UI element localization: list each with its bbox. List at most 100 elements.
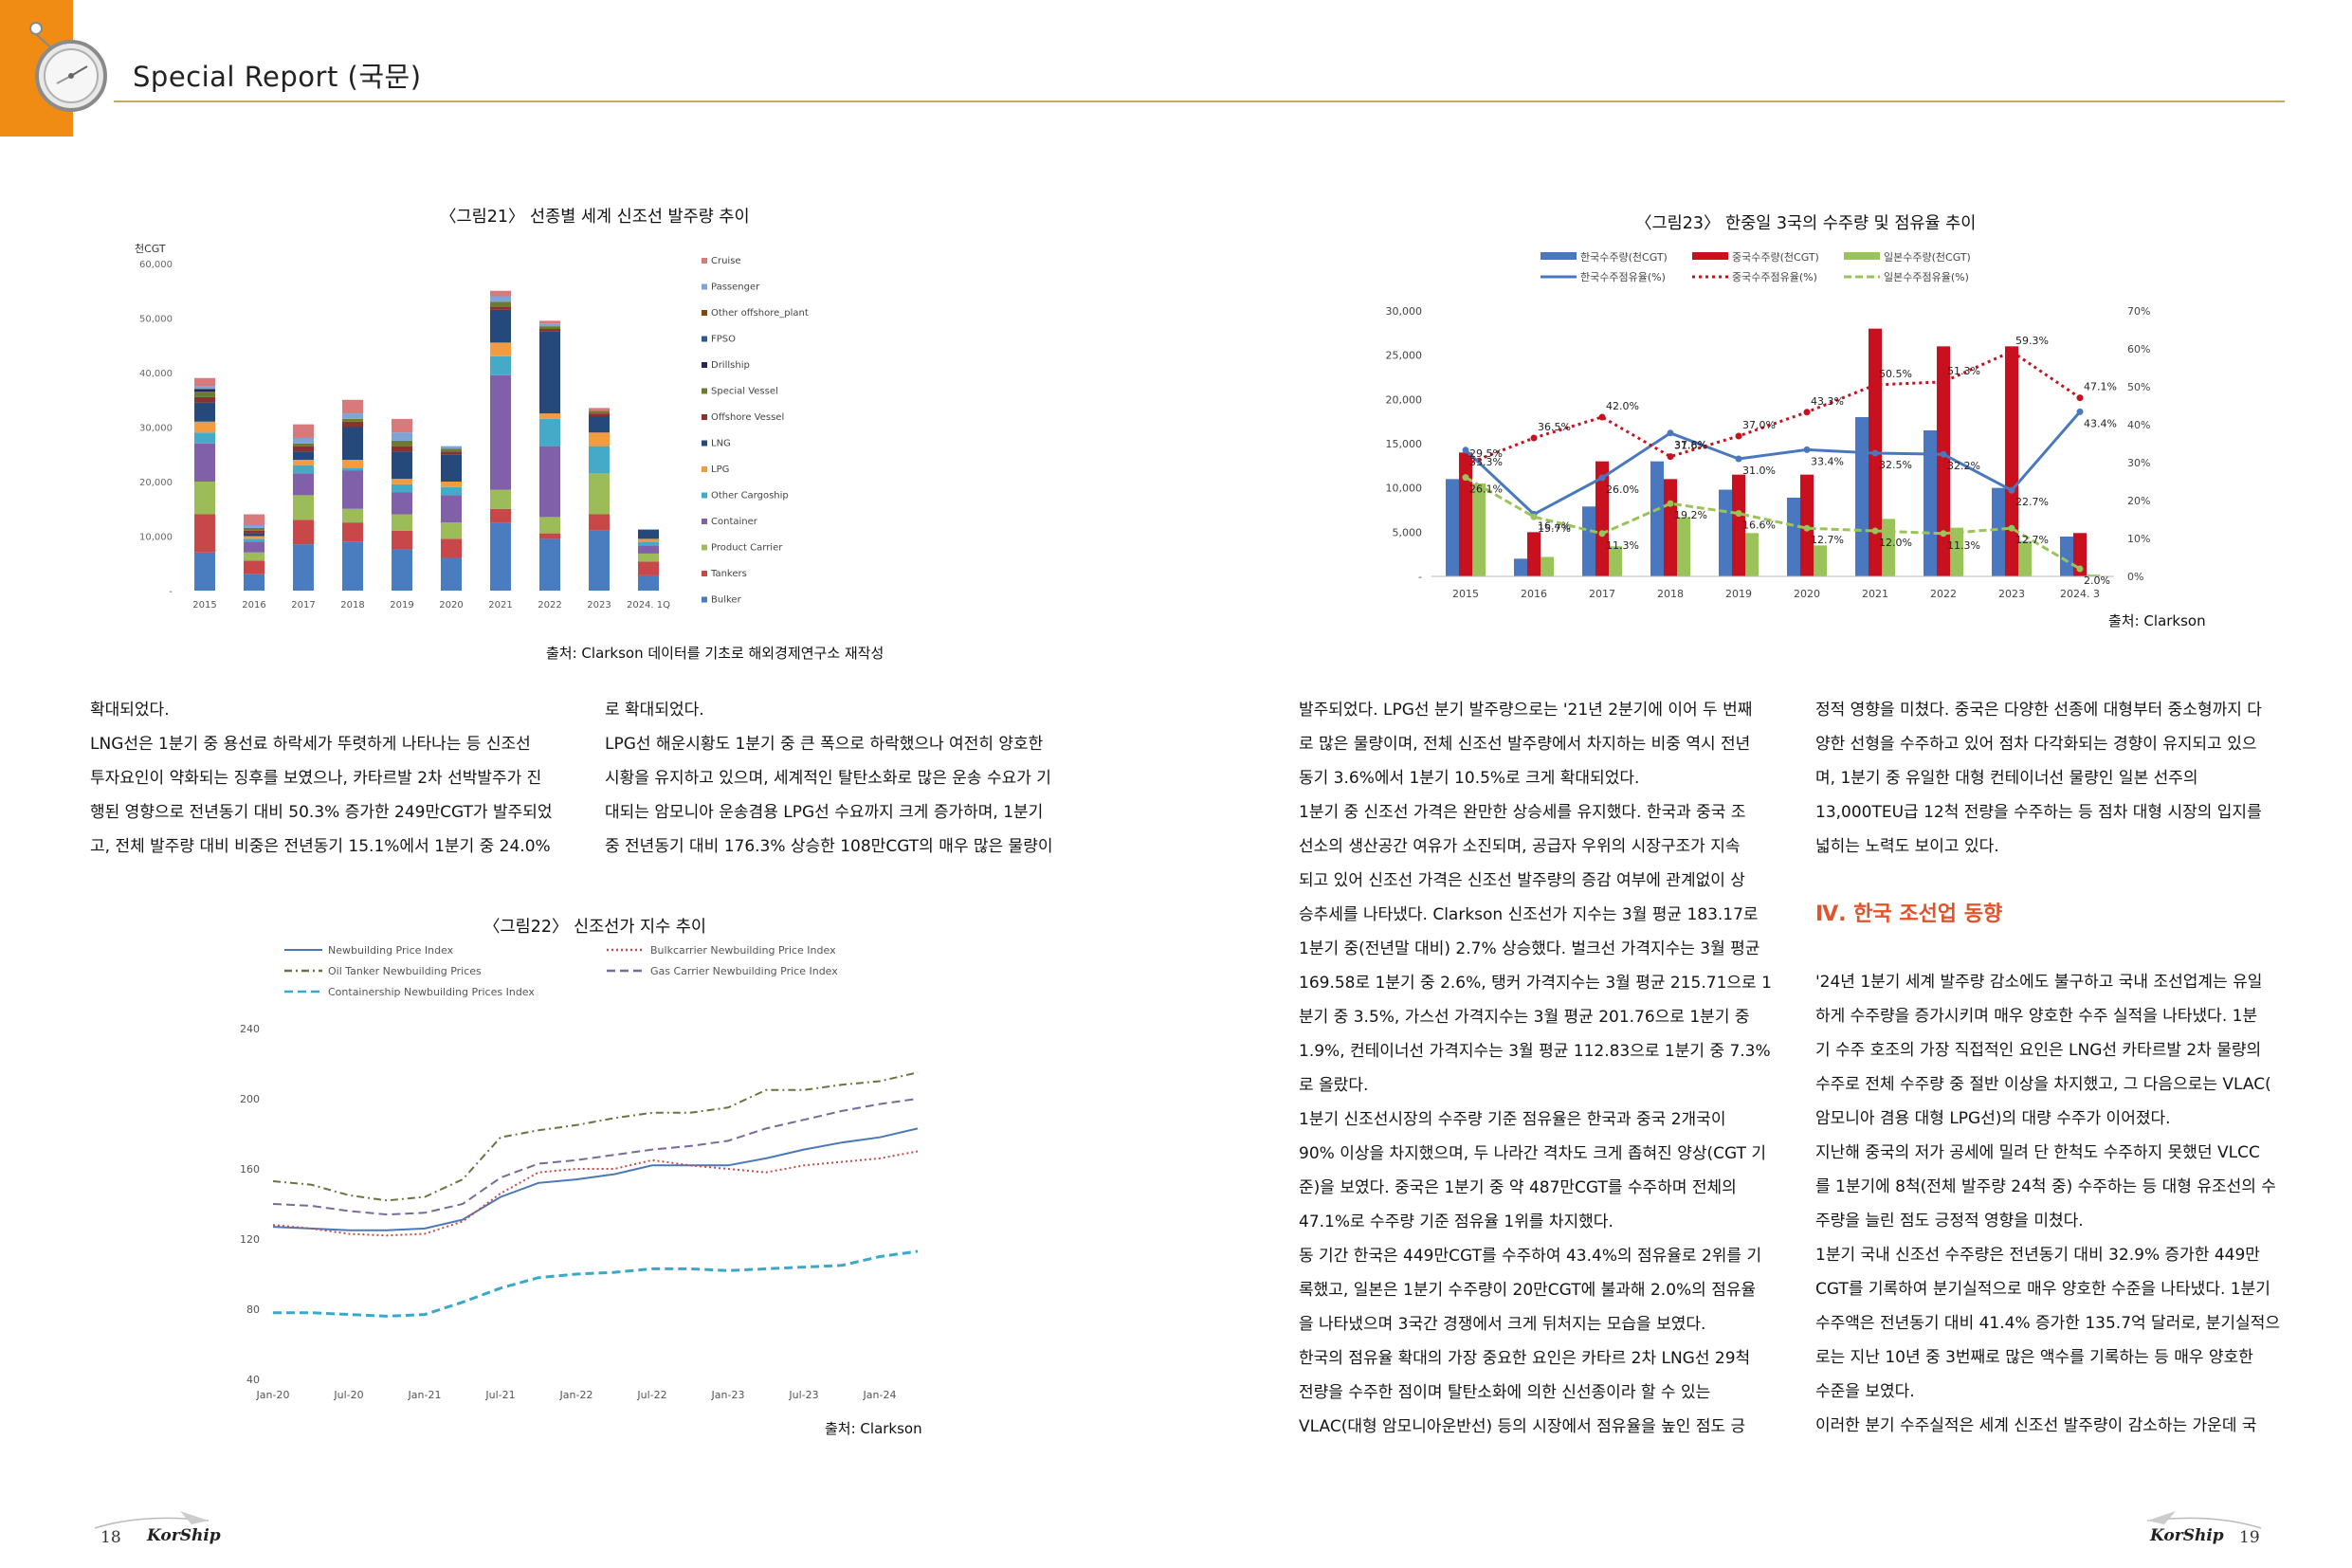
bar xyxy=(1855,417,1869,576)
bar-segment xyxy=(589,413,610,416)
bar-segment xyxy=(539,418,560,447)
text-line: 수주액은 전년동기 대비 41.4% 증가한 135.7억 달러로, 분기실적으 xyxy=(1815,1314,2280,1333)
bar-segment xyxy=(392,514,412,531)
bar-segment xyxy=(342,541,363,591)
share-data-label: 12.7% xyxy=(1811,534,1844,546)
share-line xyxy=(1464,410,2082,517)
x-tick-label: 2018 xyxy=(340,600,364,611)
bar-segment xyxy=(589,408,610,411)
y-tick-label: 200 xyxy=(240,1093,260,1105)
bar-segment xyxy=(638,545,659,554)
bar xyxy=(2005,346,2018,576)
share-data-label: 16.6% xyxy=(1742,520,1776,532)
share-marker xyxy=(1735,455,1742,463)
share-marker xyxy=(1871,527,1879,535)
legend-label: 한국수주점유율(%) xyxy=(1580,271,1666,283)
text-line: 되고 있어 신조선 가격은 신조선 발주량의 증감 여부에 관계없이 상 xyxy=(1299,871,1745,890)
legend-swatch xyxy=(702,492,707,499)
legend-swatch xyxy=(702,466,707,472)
x-tick-label: 2021 xyxy=(1862,588,1888,600)
bar xyxy=(1514,558,1527,576)
text-line: '24년 1분기 세계 발주량 감소에도 불구하고 국내 조선업계는 유일 xyxy=(1815,973,2263,992)
bar-segment xyxy=(490,309,511,343)
x-tick-label: 2023 xyxy=(587,600,611,611)
y2-tick-label: 30% xyxy=(2127,457,2150,469)
y-tick-label: 20,000 xyxy=(139,478,173,488)
x-tick-label: 2024. 3 xyxy=(2060,588,2100,600)
bar-segment xyxy=(392,530,412,550)
legend-label: Bulker xyxy=(711,595,742,606)
text-line: 며, 1분기 중 유일한 대형 컨테이너선 물량인 일본 선주의 xyxy=(1815,769,2198,788)
share-marker xyxy=(1462,474,1469,482)
bar-segment xyxy=(539,329,560,332)
x-tick-label: 2016 xyxy=(1521,588,1547,600)
bar-segment xyxy=(244,574,264,591)
text-line: CGT를 기록하여 분기실적으로 매우 양호한 수준을 나타냈다. 1분기 xyxy=(1815,1280,2270,1299)
bar-segment xyxy=(589,530,610,591)
share-line xyxy=(1465,476,2081,571)
legend-swatch xyxy=(702,596,707,603)
text-line: 고, 전체 발주량 대비 비중은 전년동기 15.1%에서 1분기 중 24.0… xyxy=(90,837,551,856)
series-line xyxy=(273,1249,919,1318)
text-line: 1분기 중(전년말 대비) 2.7% 상승했다. 벌크선 가격지수는 3월 평균 xyxy=(1299,939,1760,958)
bar-segment xyxy=(392,479,412,484)
x-tick-label: 2019 xyxy=(390,600,413,611)
share-marker xyxy=(2008,486,2015,494)
text-line: 정적 영향을 미쳤다. 중국은 다양한 선종에 대형부터 중소형까지 다 xyxy=(1815,701,2262,720)
y-tick-label: 5,000 xyxy=(1393,526,1423,538)
text-line: 암모니아 겸용 대형 LPG선)의 대량 수주가 이어졌다. xyxy=(1815,1109,2171,1128)
figure21-title: 〈그림21〉 선종별 세계 신조선 발주량 추이 xyxy=(440,208,750,227)
share-data-label: 43.4% xyxy=(2084,417,2117,429)
bar-segment xyxy=(441,448,462,452)
legend-swatch xyxy=(702,310,707,316)
y-axis-unit: 천CGT xyxy=(135,242,166,255)
bar-segment xyxy=(539,517,560,534)
y2-tick-label: 0% xyxy=(2127,571,2143,583)
bar xyxy=(1664,479,1677,576)
share-marker xyxy=(1598,530,1606,538)
bar-segment xyxy=(392,446,412,452)
bar xyxy=(2087,574,2100,576)
bar-segment xyxy=(244,560,264,574)
text-line: 로 올랐다. xyxy=(1299,1076,1369,1095)
legend-swatch xyxy=(702,440,707,447)
bar-segment xyxy=(392,483,412,493)
bar xyxy=(1992,487,2005,576)
bar-segment xyxy=(638,553,659,562)
share-marker xyxy=(1735,432,1742,440)
y-tick-label: 240 xyxy=(240,1023,260,1035)
bar-segment xyxy=(441,522,462,539)
bar-segment xyxy=(539,320,560,324)
x-tick-label: 2015 xyxy=(192,600,216,611)
y-tick-label: 10,000 xyxy=(1386,483,1423,495)
text-line: 전량을 수주한 점이며 탈탄소화에 의한 신선종이라 할 수 있는 xyxy=(1299,1383,1711,1402)
y2-tick-label: 70% xyxy=(2127,305,2150,318)
y2-tick-label: 60% xyxy=(2127,343,2150,356)
bar-segment xyxy=(194,389,215,392)
bar xyxy=(1541,556,1554,576)
bar-segment xyxy=(293,438,314,444)
figure23-source: 출처: Clarkson xyxy=(2108,612,2206,629)
page-number-left: 18 xyxy=(100,1528,121,1547)
legend-label: Special Vessel xyxy=(711,387,778,397)
legend-label: Containership Newbuilding Prices Index xyxy=(328,986,535,998)
text-line: 동기 3.6%에서 1분기 10.5%로 크게 확대되었다. xyxy=(1299,769,1640,788)
share-data-label: 33.4% xyxy=(1811,455,1844,467)
legend-swatch xyxy=(702,258,707,264)
share-data-label: 12.0% xyxy=(1879,537,1912,549)
legend-swatch xyxy=(702,336,707,342)
bar-segment xyxy=(589,416,610,433)
bar-segment xyxy=(441,451,462,455)
text-line: 투자요인이 약화되는 징후를 보였으나, 카타르발 2차 선박발주가 진 xyxy=(90,769,542,788)
bar-segment xyxy=(490,301,511,307)
share-data-label: 32.2% xyxy=(1947,460,1980,472)
text-line: 이러한 분기 수주실적은 세계 신조선 발주량이 감소하는 가운데 국 xyxy=(1815,1416,2257,1435)
text-line: 1.9%, 컨테이너선 가격지수는 3월 평균 112.83으로 1분기 중 7… xyxy=(1299,1042,1771,1061)
figure22-line-chart: Newbuilding Price Index Bulkcarrier Newbu… xyxy=(240,944,919,1401)
bar xyxy=(1595,461,1609,576)
compass-icon xyxy=(29,22,107,112)
x-tick-label: 2021 xyxy=(488,600,512,611)
bar-segment xyxy=(194,392,215,397)
figure23-title: 〈그림23〉 한중일 3국의 수주량 및 점유율 추이 xyxy=(1635,214,1977,233)
series-line xyxy=(272,1098,919,1216)
